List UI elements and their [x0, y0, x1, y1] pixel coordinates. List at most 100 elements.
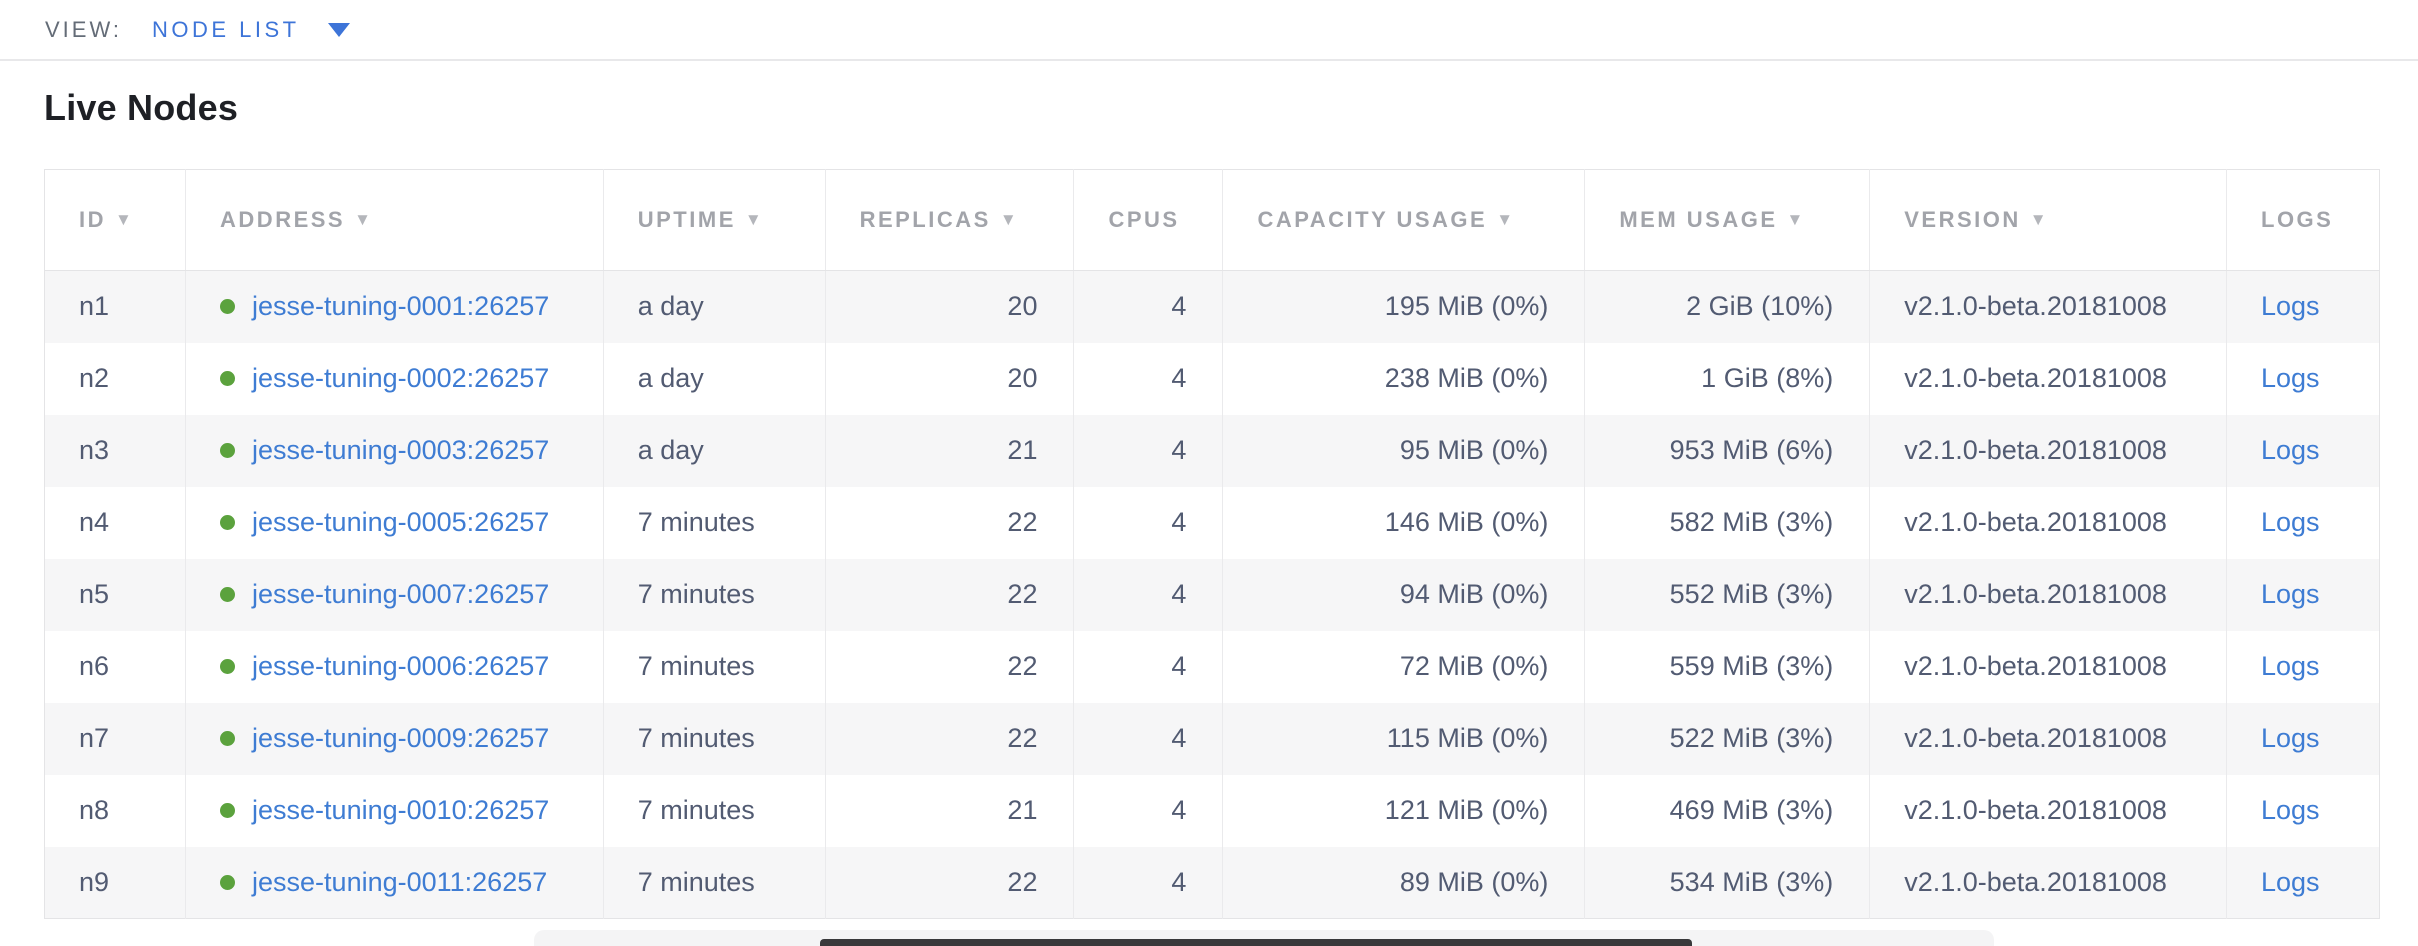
sort-desc-icon: ▼ [999, 210, 1020, 229]
node-replicas-cell: 22 [825, 630, 1075, 703]
node-replicas-cell: 20 [825, 342, 1075, 415]
column-header-id[interactable]: ID ▼ [44, 169, 187, 271]
node-address-cell: jesse-tuning-0005:26257 [185, 486, 604, 559]
node-cpus-cell: 4 [1073, 846, 1224, 919]
node-row: n2 jesse-tuning-0002:26257 a day 20 4 23… [44, 342, 2380, 415]
node-id-cell: n2 [44, 342, 187, 415]
node-address-link[interactable]: jesse-tuning-0002:26257 [252, 363, 550, 393]
node-live-status-icon [220, 659, 236, 674]
node-uptime-cell: a day [603, 414, 826, 487]
node-mem-usage-cell: 552 MiB (3%) [1584, 558, 1871, 631]
node-capacity-usage-cell: 94 MiB (0%) [1222, 558, 1586, 631]
column-header-cpus: CPUS [1073, 169, 1224, 271]
node-address-link[interactable]: jesse-tuning-0001:26257 [252, 291, 550, 322]
node-capacity-usage-cell: 146 MiB (0%) [1222, 486, 1586, 559]
bottom-overlay-bar [820, 939, 1692, 946]
node-row: n7 jesse-tuning-0009:26257 7 minutes 22 … [44, 702, 2380, 775]
node-address-link[interactable]: jesse-tuning-0006:26257 [252, 651, 550, 681]
node-logs-link[interactable]: Logs [2261, 723, 2320, 753]
node-logs-cell: Logs [2226, 630, 2380, 703]
node-mem-usage-cell: 469 MiB (3%) [1584, 774, 1871, 847]
node-cpus-cell: 4 [1073, 630, 1224, 703]
node-logs-link[interactable]: Logs [2261, 866, 2320, 897]
node-logs-cell: Logs [2226, 342, 2380, 415]
node-replicas-cell: 22 [825, 558, 1075, 631]
node-capacity-usage-cell: 89 MiB (0%) [1222, 846, 1586, 919]
node-version-cell: v2.1.0-beta.20181008 [1869, 702, 2227, 775]
column-header-mem-usage[interactable]: MEM USAGE ▼ [1584, 169, 1871, 271]
node-address-cell: jesse-tuning-0006:26257 [185, 630, 604, 703]
node-logs-link[interactable]: Logs [2261, 795, 2320, 825]
node-version-cell: v2.1.0-beta.20181008 [1869, 846, 2227, 919]
node-capacity-usage-cell: 95 MiB (0%) [1222, 414, 1586, 487]
node-live-status-icon [220, 371, 236, 386]
node-uptime-cell: 7 minutes [603, 558, 826, 631]
node-mem-usage-cell: 2 GiB (10%) [1584, 270, 1871, 343]
node-replicas-cell: 22 [825, 486, 1075, 559]
node-version-cell: v2.1.0-beta.20181008 [1869, 270, 2227, 343]
node-logs-link[interactable]: Logs [2261, 507, 2320, 537]
node-logs-cell: Logs [2226, 270, 2380, 343]
node-logs-cell: Logs [2226, 486, 2380, 559]
node-uptime-cell: a day [603, 270, 826, 343]
node-address-link[interactable]: jesse-tuning-0009:26257 [252, 723, 550, 753]
column-header-capacity-usage[interactable]: CAPACITY USAGE ▼ [1222, 169, 1586, 271]
node-capacity-usage-cell: 72 MiB (0%) [1222, 630, 1586, 703]
node-id-cell: n4 [44, 486, 187, 559]
column-header-version[interactable]: VERSION ▼ [1869, 169, 2227, 271]
node-address-link[interactable]: jesse-tuning-0011:26257 [252, 866, 548, 897]
node-logs-cell: Logs [2226, 774, 2380, 847]
node-logs-link[interactable]: Logs [2261, 291, 2320, 322]
node-id-cell: n7 [44, 702, 187, 775]
node-uptime-cell: 7 minutes [603, 630, 826, 703]
node-capacity-usage-cell: 195 MiB (0%) [1222, 270, 1586, 343]
live-nodes-table: ID ▼ ADDRESS ▼ UPTIME ▼ REPLICAS ▼ CPUS [44, 169, 2380, 919]
node-live-status-icon [220, 515, 236, 530]
sort-desc-icon: ▼ [2029, 210, 2050, 229]
node-logs-link[interactable]: Logs [2261, 651, 2320, 681]
node-logs-link[interactable]: Logs [2261, 435, 2320, 465]
node-logs-cell: Logs [2226, 414, 2380, 487]
node-logs-link[interactable]: Logs [2261, 579, 2320, 609]
node-row: n9 jesse-tuning-0011:26257 7 minutes 22 … [44, 846, 2380, 919]
node-mem-usage-cell: 582 MiB (3%) [1584, 486, 1871, 559]
node-address-link[interactable]: jesse-tuning-0005:26257 [252, 507, 550, 537]
node-live-status-icon [220, 299, 236, 315]
node-replicas-cell: 22 [825, 846, 1075, 919]
node-address-cell: jesse-tuning-0001:26257 [185, 270, 604, 343]
node-logs-link[interactable]: Logs [2261, 363, 2320, 393]
node-replicas-cell: 21 [825, 414, 1075, 487]
node-cpus-cell: 4 [1073, 342, 1224, 415]
node-capacity-usage-cell: 121 MiB (0%) [1222, 774, 1586, 847]
node-capacity-usage-cell: 238 MiB (0%) [1222, 342, 1586, 415]
node-replicas-cell: 20 [825, 270, 1075, 343]
node-live-status-icon [220, 443, 236, 458]
node-cpus-cell: 4 [1073, 486, 1224, 559]
column-header-uptime[interactable]: UPTIME ▼ [603, 169, 826, 271]
chevron-down-icon [327, 22, 350, 37]
node-address-link[interactable]: jesse-tuning-0003:26257 [252, 435, 550, 465]
column-header-address[interactable]: ADDRESS ▼ [185, 169, 604, 271]
column-header-logs: LOGS [2226, 169, 2380, 271]
node-version-cell: v2.1.0-beta.20181008 [1869, 414, 2227, 487]
node-row: n3 jesse-tuning-0003:26257 a day 21 4 95… [44, 414, 2380, 487]
node-version-cell: v2.1.0-beta.20181008 [1869, 630, 2227, 703]
node-replicas-cell: 21 [825, 774, 1075, 847]
node-version-cell: v2.1.0-beta.20181008 [1869, 558, 2227, 631]
node-address-link[interactable]: jesse-tuning-0010:26257 [252, 795, 550, 825]
sort-desc-icon: ▼ [1496, 210, 1516, 229]
column-header-replicas[interactable]: REPLICAS ▼ [825, 169, 1075, 271]
table-header-row: ID ▼ ADDRESS ▼ UPTIME ▼ REPLICAS ▼ CPUS [44, 169, 2380, 271]
node-address-cell: jesse-tuning-0002:26257 [185, 342, 604, 415]
node-capacity-usage-cell: 115 MiB (0%) [1222, 702, 1586, 775]
node-uptime-cell: a day [603, 342, 826, 415]
node-uptime-cell: 7 minutes [603, 702, 826, 775]
node-row: n1 jesse-tuning-0001:26257 a day 20 4 19… [44, 270, 2380, 343]
view-selector-dropdown[interactable]: NODE LIST [152, 17, 350, 43]
node-address-link[interactable]: jesse-tuning-0007:26257 [252, 579, 550, 609]
node-mem-usage-cell: 953 MiB (6%) [1584, 414, 1871, 487]
node-version-cell: v2.1.0-beta.20181008 [1869, 342, 2227, 415]
node-version-cell: v2.1.0-beta.20181008 [1869, 774, 2227, 847]
node-live-status-icon [220, 731, 236, 746]
node-mem-usage-cell: 522 MiB (3%) [1584, 702, 1871, 775]
